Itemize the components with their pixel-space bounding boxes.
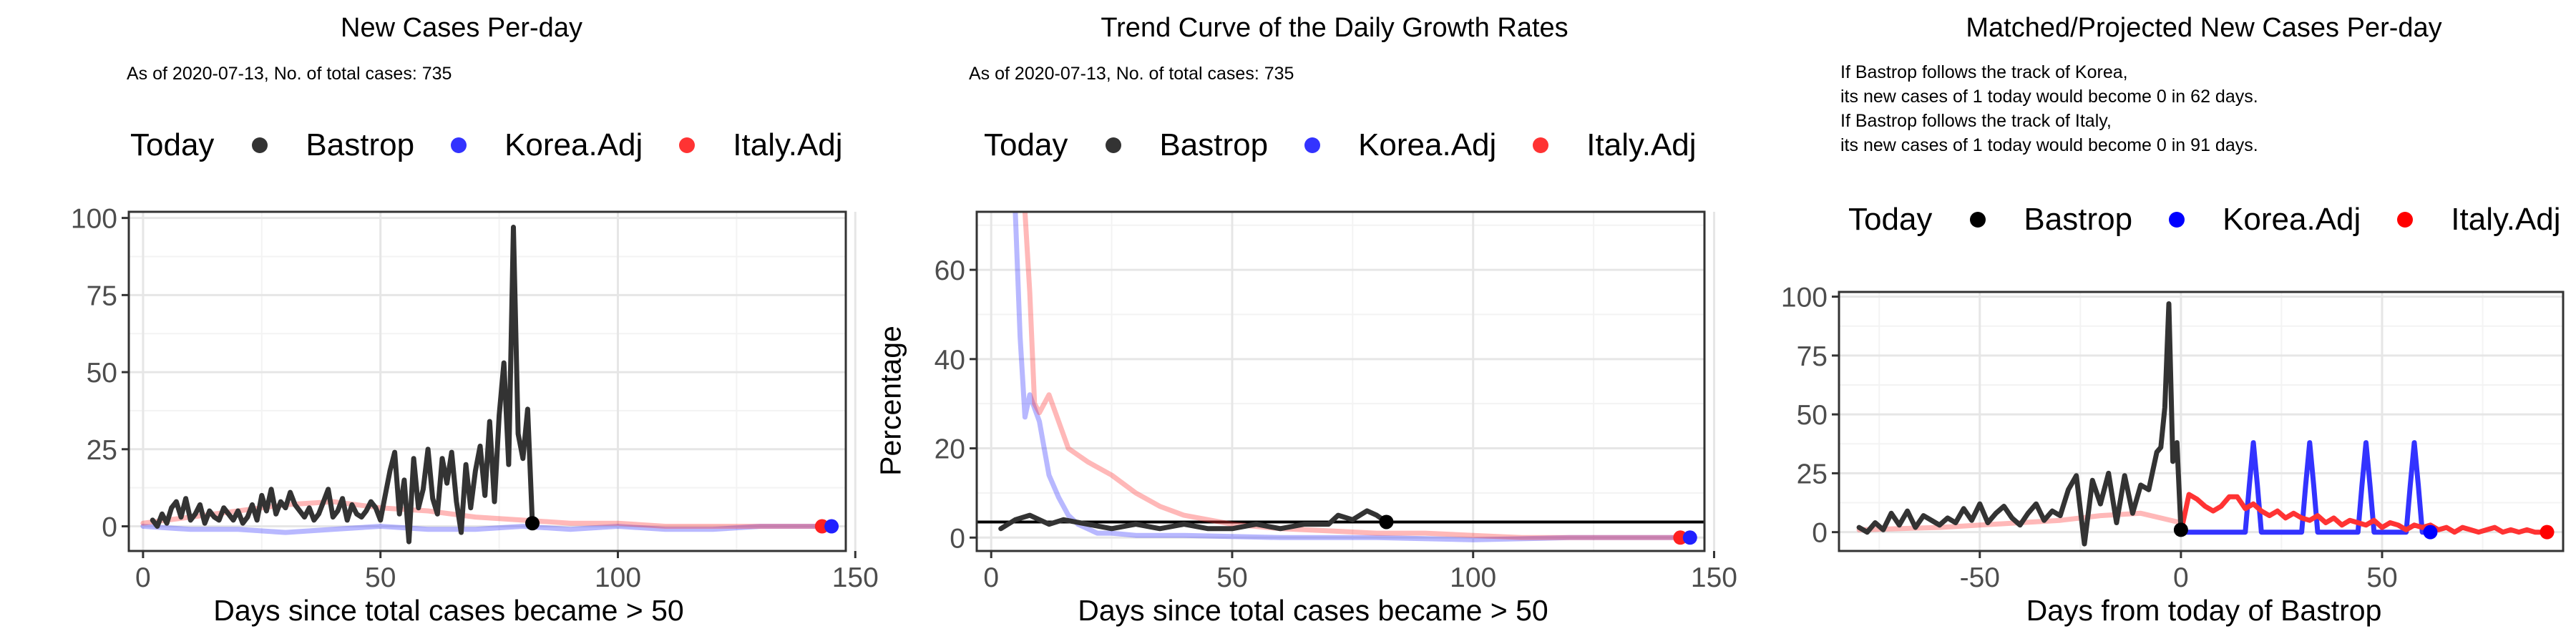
y-tick-label: 50 [87,358,117,389]
legend-item-korea: Korea.Adj [441,127,643,163]
legend-dot-icon [1106,137,1122,153]
series-markers [1379,514,1697,545]
chart-title: New Cases Per-day [341,13,582,43]
y-tick-label: 100 [71,204,117,235]
end-marker-italy-adj [2540,525,2555,540]
legend-dot-icon [451,137,467,153]
legend: Today Bastrop Korea.Adj Italy.Adj [130,127,870,163]
grid [129,212,857,551]
legend-dot-icon [1533,137,1549,153]
plot-growth-rates: 0 50 100 150 0 20 40 60 [935,210,1737,593]
x-tick-label: 100 [595,562,641,593]
axis-ticks: -50 0 50 0 25 50 75 100 [1781,283,2398,593]
series-line-bastrop [1856,301,2184,547]
plot-projected-cases: -50 0 50 0 25 50 75 100 [1781,283,2565,593]
series-line-bastrop [998,508,1389,532]
y-tick-label: 100 [1781,283,1828,313]
series-line-italy-adj [1022,212,1683,540]
series-line-korea-adj [2178,440,2433,535]
end-marker-bastrop [2173,522,2188,537]
plot-background [1839,292,2563,551]
series-markers [525,516,839,534]
y-tick-label: 20 [935,434,965,465]
legend-dot-icon [679,137,696,153]
chart-subtitle: As of 2020-07-13, No. of total cases: 73… [127,64,452,84]
y-tick-label: 60 [935,255,965,286]
x-tick-label: 50 [365,562,396,593]
y-tick-label: 0 [950,523,965,554]
series-line-korea-adj [140,524,834,535]
end-marker-korea-adj [824,519,839,534]
legend-dot-icon [2169,212,2185,228]
legend-item-bastrop: Bastrop [1096,127,1268,163]
legend-title: Today [984,127,1068,162]
legend-item-italy: Italy.Adj [2388,202,2561,238]
x-tick-label: 0 [983,562,999,593]
end-marker-bastrop [1379,514,1394,530]
x-tick-label: 50 [2366,562,2397,593]
legend-dot-icon [2397,212,2414,228]
panel-growth-rates: Trend Curve of the Daily Growth Rates As… [859,0,1738,644]
x-axis-label: Days since total cases became > 50 [1078,594,1548,627]
panel-border [975,210,1706,552]
chart-subtitle: As of 2020-07-13, No. of total cases: 73… [969,64,1294,84]
chart-title: Matched/Projected New Cases Per-day [1966,13,2442,43]
legend-item-korea: Korea.Adj [2160,202,2361,238]
legend-dot-icon [1304,137,1321,153]
y-tick-label: 25 [1797,459,1828,489]
legend: Today Bastrop Korea.Adj Italy.Adj [984,127,1724,163]
y-tick-label: 75 [87,280,117,311]
legend-item-italy: Italy.Adj [670,127,843,163]
legend-item-bastrop: Bastrop [243,127,414,163]
y-tick-label: 0 [1812,518,1828,549]
y-tick-label: 25 [87,435,117,466]
series-line-italy-adj [2178,492,2550,535]
y-axis-label: Percentage [874,326,907,476]
x-tick-label: 150 [1691,562,1737,593]
x-tick-label: 0 [135,562,151,593]
series-markers [2173,522,2555,540]
legend-title: Today [1848,202,1933,237]
plot-background [129,212,846,551]
y-tick-label: 50 [1797,400,1828,431]
legend-dot-icon [1970,212,1986,228]
x-tick-label: 100 [1450,562,1496,593]
end-marker-korea-adj [1682,530,1697,545]
legend: Today Bastrop Korea.Adj Italy.Adj [1848,202,2576,238]
plot-new-cases: 0 50 100 150 0 25 50 75 100 [71,204,879,593]
legend-dot-icon [252,137,268,153]
plot-background [977,212,1704,551]
panel-border [127,210,847,552]
axis-ticks: 0 50 100 150 0 20 40 60 [935,255,1737,593]
x-tick-label: 150 [832,562,879,593]
end-marker-bastrop [525,516,540,531]
y-tick-label: 75 [1797,341,1828,372]
x-tick-label: 50 [1216,562,1247,593]
y-tick-label: 0 [102,512,117,543]
x-tick-label: -50 [1960,562,2000,593]
x-tick-label: 0 [2173,562,2189,593]
y-tick-label: 40 [935,345,965,376]
legend-item-korea: Korea.Adj [1295,127,1496,163]
series-line-bastrop [150,225,535,545]
legend-item-bastrop: Bastrop [1961,202,2132,238]
legend-title: Today [130,127,215,162]
end-marker-korea-adj [2423,525,2438,540]
legend-item-italy: Italy.Adj [1523,127,1697,163]
series-lines [140,225,834,545]
axis-ticks: 0 50 100 150 0 25 50 75 100 [71,204,879,593]
chart-subtitle: If Bastrop follows the track of Korea, i… [1840,62,2258,155]
panel-new-cases: New Cases Per-day As of 2020-07-13, No. … [0,0,879,644]
series-line-korea-adj [1013,212,1693,542]
x-axis-label: Days since total cases became > 50 [213,594,684,627]
series-lines [1856,301,2550,547]
x-axis-label: Days from today of Bastrop [2026,594,2382,627]
grid [977,212,1715,551]
panel-border [1838,291,2565,552]
series-lines [998,212,1693,542]
panel-projected-cases: Matched/Projected New Cases Per-day If B… [1717,0,2576,644]
chart-title: Trend Curve of the Daily Growth Rates [1101,13,1568,43]
